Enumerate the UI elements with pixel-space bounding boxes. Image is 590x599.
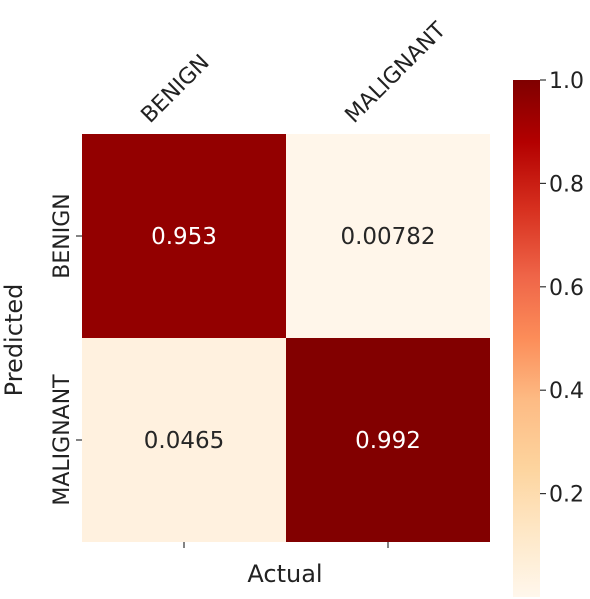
colorbar-tick-label-1: 0.4: [549, 379, 584, 404]
y-tick-label-0: BENIGN: [50, 193, 75, 278]
colorbar-tick-label-0: 0.2: [549, 483, 584, 508]
heatmap-cell-label-r0-c0: 0.953: [151, 224, 217, 250]
heatmap-cell-label-r0-c1: 0.00782: [340, 224, 435, 250]
x-axis-label: Actual: [247, 560, 322, 588]
heatmap-cell-r0-c0: [82, 134, 286, 338]
x-tick-label-0: BENIGN: [137, 50, 215, 128]
heatmap-cell-r0-c1: [286, 134, 490, 338]
y-axis-ticks: BENIGN MALIGNANT: [50, 193, 82, 506]
heatmap-cell-labels: 0.953 0.00782 0.0465 0.992: [144, 224, 436, 454]
colorbar-tick-label-2: 0.6: [549, 276, 584, 301]
colorbar-ticks: 0.2 0.4 0.6 0.8 1.0: [540, 69, 584, 508]
heatmap-cell-r1-c1: [286, 338, 490, 542]
heatmap-cell-label-r1-c1: 0.992: [355, 428, 421, 454]
heatmap-cell-label-r1-c0: 0.0465: [144, 428, 224, 454]
y-axis-label: Predicted: [0, 284, 28, 397]
colorbar-tick-label-4: 1.0: [549, 69, 584, 94]
colorbar: [513, 80, 540, 597]
heatmap-cell-r1-c0: [82, 338, 286, 542]
heatmap-cells: [82, 134, 490, 542]
colorbar-tick-label-3: 0.8: [549, 172, 584, 197]
x-tick-label-1: MALIGNANT: [341, 17, 452, 128]
y-tick-label-1: MALIGNANT: [50, 374, 75, 506]
